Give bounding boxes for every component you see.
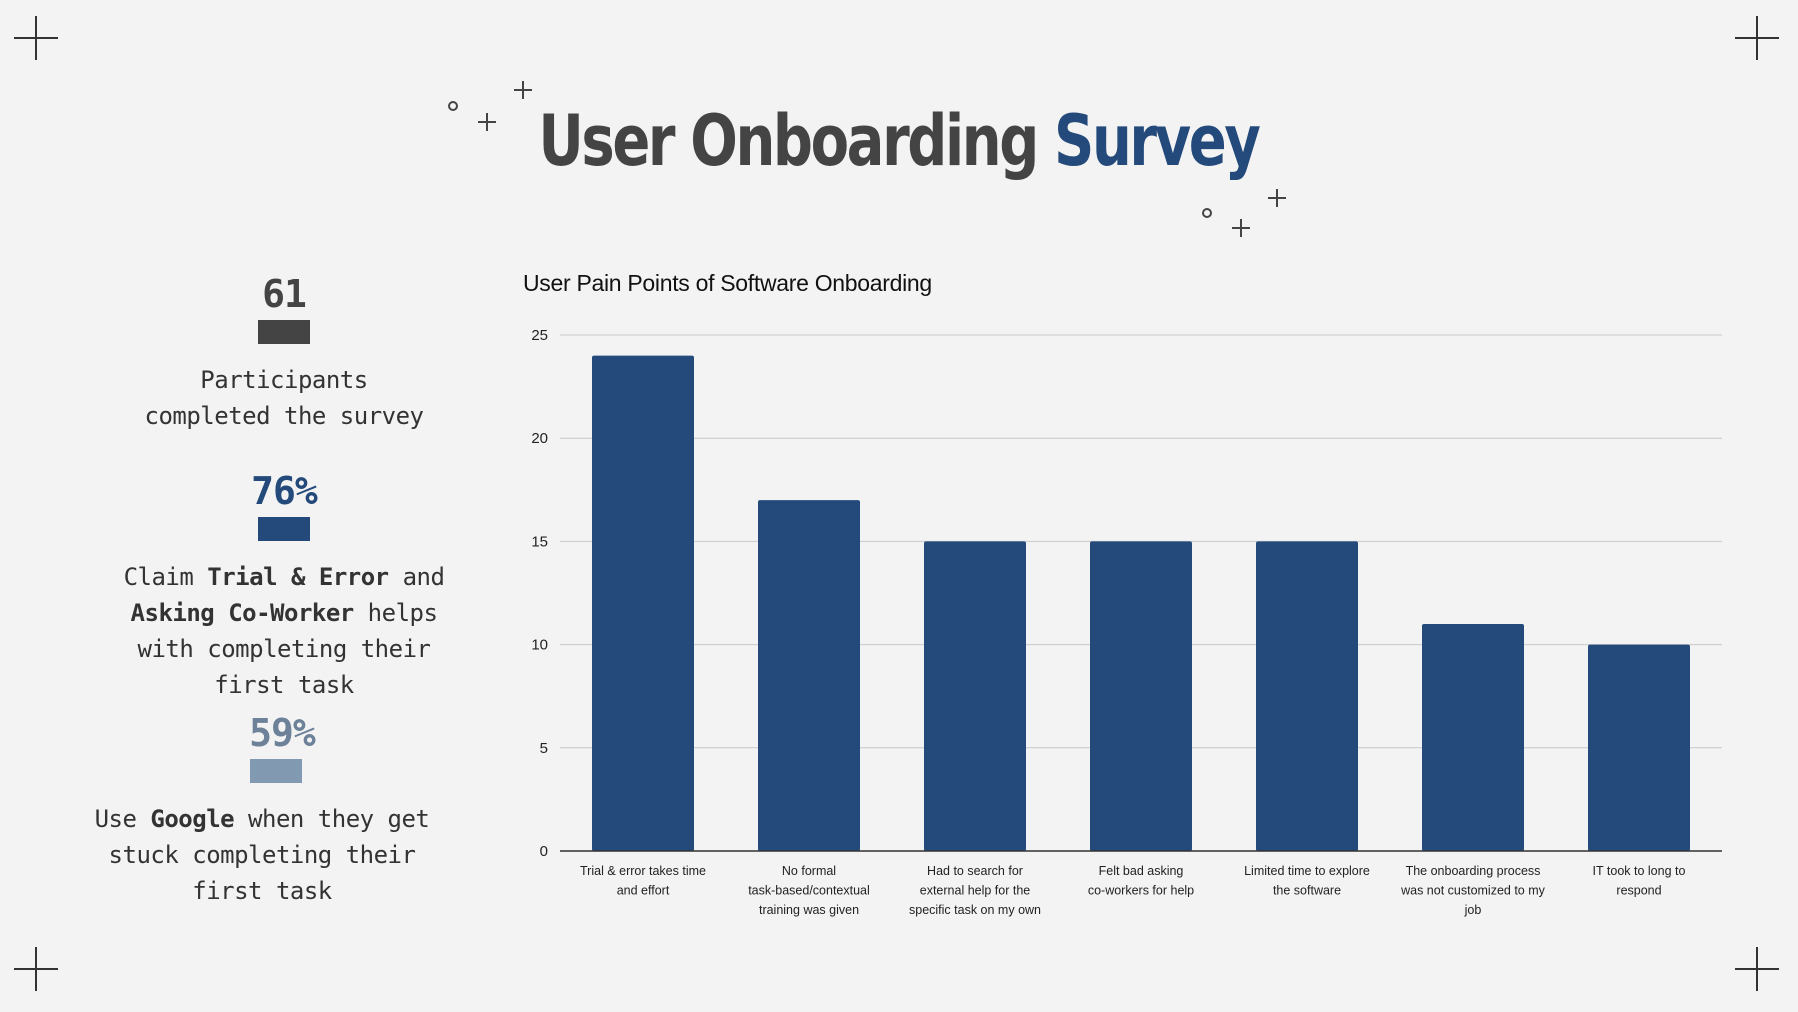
y-tick-label: 25 [531,327,548,344]
title-part-2: Survey [1054,100,1261,182]
bar [1090,541,1192,851]
sparkle-dot-icon [1202,208,1212,218]
stat-trial-error: 76% Claim Trial & Error and Asking Co-Wo… [104,469,464,703]
corner-cross-top-right [1735,16,1779,60]
x-tick-label: Limited time to explore the software [1244,864,1370,898]
bar [1422,623,1524,851]
stat-description: Use Google when they get stuck completin… [94,805,430,905]
y-tick-label: 0 [540,843,548,860]
stat-description: Participants completed the survey [144,366,424,430]
stat-value: 61 [262,272,307,316]
corner-cross-bottom-left [14,947,58,991]
sparkle-dot-icon [448,101,458,111]
sparkle-plus-icon [1232,219,1250,237]
bar [924,541,1026,851]
x-tick-label: The onboarding process was not customized… [1400,864,1546,917]
sparkle-plus-icon [514,81,532,99]
sparkle-plus-icon [1268,189,1286,207]
y-tick-label: 10 [531,637,548,654]
y-tick-label: 20 [531,430,548,447]
chart-title: User Pain Points of Software Onboarding [523,270,932,296]
x-tick-label: Had to search for external help for the sp… [909,864,1041,917]
stat-value: 59% [249,711,316,755]
pain-points-bar-chart: 0 5 10 15 20 25 Trial & error takes time and ef… [531,327,1722,917]
bar [758,500,860,851]
title-part-1: User Onboarding [538,100,1039,182]
x-tick-label: IT took to long to respond [1593,864,1686,898]
x-tick-label: Trial & error takes time and effort [580,864,706,898]
y-tick-label: 15 [531,533,548,550]
corner-cross-top-left [14,16,58,60]
stat-value: 76% [251,469,318,513]
stat-participants: 61 Participants completed the survey [104,272,464,434]
bar [1256,541,1358,851]
stat-description: Claim Trial & Error and Asking Co-Worker… [123,563,445,699]
corner-cross-bottom-right [1735,947,1779,991]
x-tick-label: Felt bad asking co-workers for help [1088,864,1194,898]
stat-google: 59% Use Google when they get stuck compl… [82,711,442,909]
sparkle-plus-icon [478,113,496,131]
stat-bar [258,517,310,541]
stat-bar [250,759,302,783]
stat-bar [258,320,310,344]
bar [1588,644,1690,851]
bar [592,355,694,851]
x-tick-label: No formal task-based/contextual training w… [748,864,870,917]
y-tick-label: 5 [540,740,548,757]
page-title: User Onboarding Survey [179,100,1617,182]
